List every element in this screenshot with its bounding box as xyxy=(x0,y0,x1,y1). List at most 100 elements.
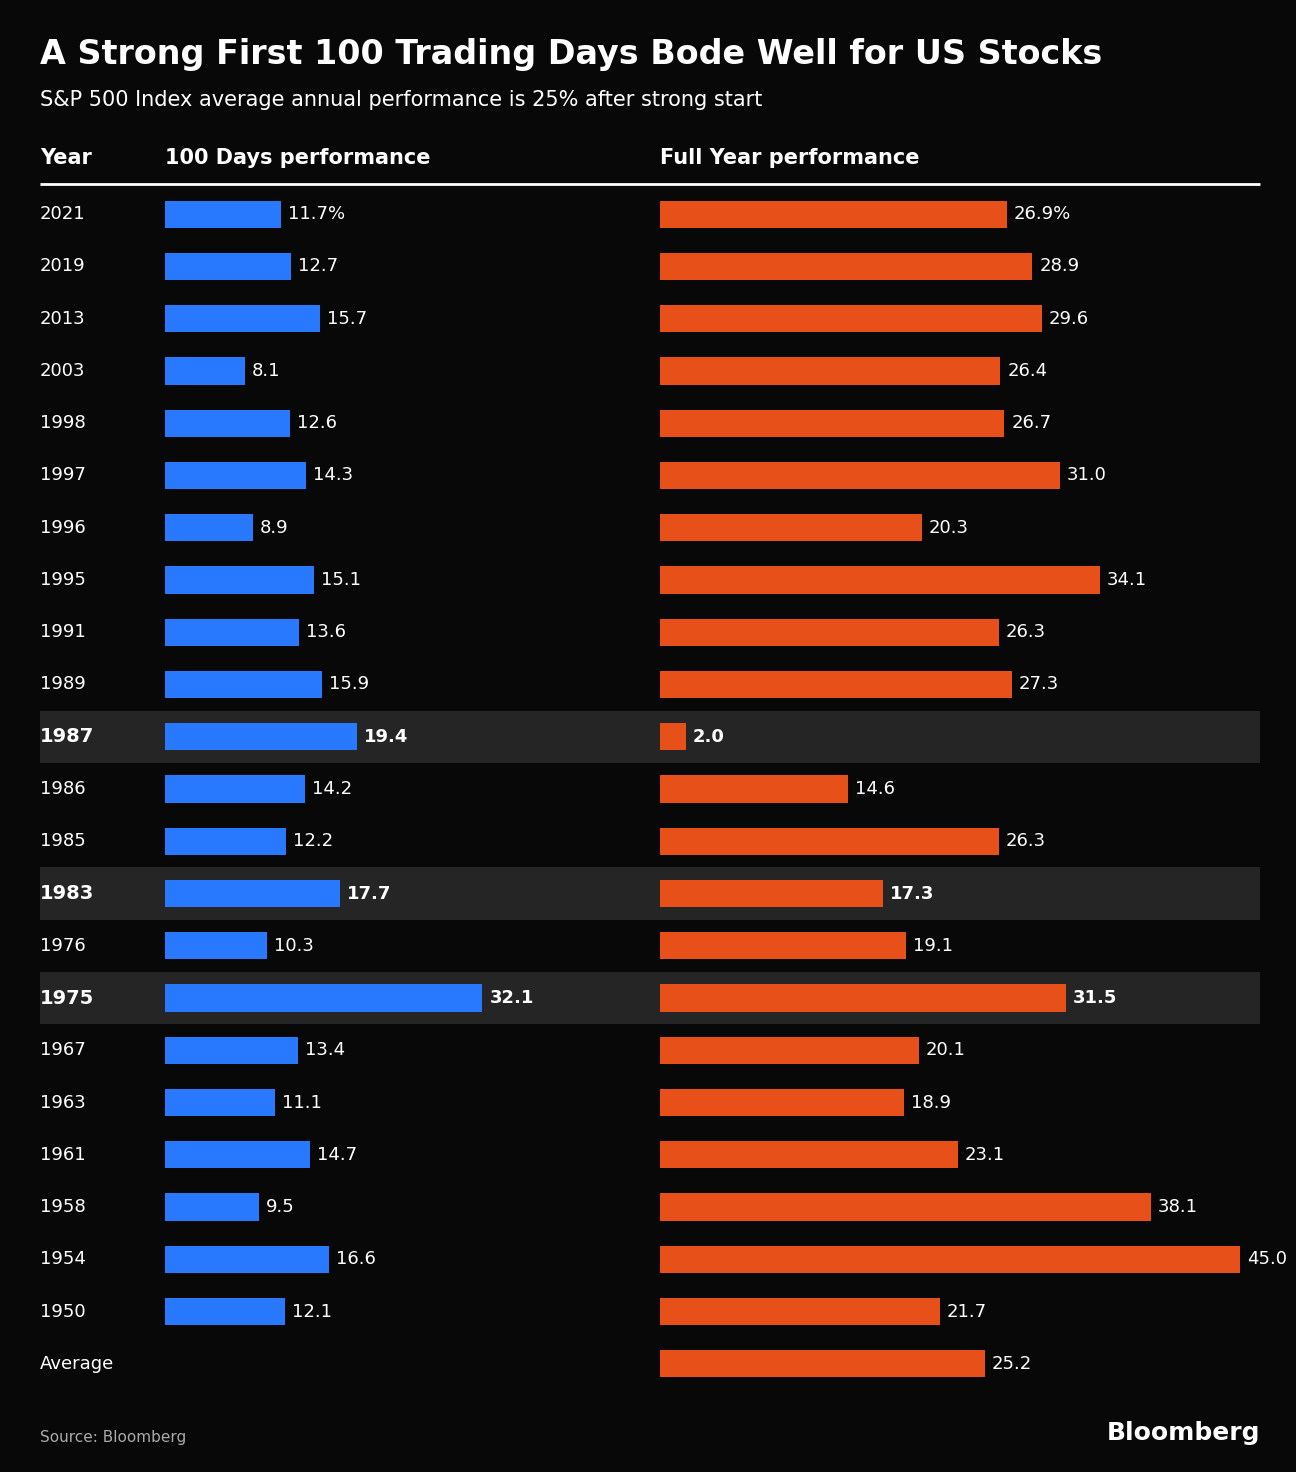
Bar xyxy=(660,880,883,907)
Text: Average: Average xyxy=(40,1354,114,1373)
Bar xyxy=(165,932,267,960)
Text: A Strong First 100 Trading Days Bode Well for US Stocks: A Strong First 100 Trading Days Bode Wel… xyxy=(40,38,1103,71)
Text: 14.6: 14.6 xyxy=(855,780,896,798)
Bar xyxy=(660,985,1067,1011)
Bar xyxy=(660,1089,903,1116)
Bar xyxy=(660,514,921,542)
Bar xyxy=(165,462,306,489)
Bar xyxy=(165,776,306,802)
Text: 1963: 1963 xyxy=(40,1094,86,1111)
Bar xyxy=(660,253,1033,280)
Text: 23.1: 23.1 xyxy=(964,1145,1004,1164)
Bar xyxy=(165,1245,329,1273)
Text: 1967: 1967 xyxy=(40,1041,86,1060)
Text: 17.3: 17.3 xyxy=(890,885,934,902)
Text: 26.3: 26.3 xyxy=(1006,623,1046,642)
Bar xyxy=(660,776,848,802)
Text: 15.9: 15.9 xyxy=(329,676,369,693)
Bar xyxy=(165,1194,259,1220)
Text: 27.3: 27.3 xyxy=(1019,676,1059,693)
Bar xyxy=(660,827,999,855)
Text: 1995: 1995 xyxy=(40,571,86,589)
Bar xyxy=(165,1089,275,1116)
Bar xyxy=(165,723,356,751)
Text: 26.4: 26.4 xyxy=(1007,362,1047,380)
Text: 1986: 1986 xyxy=(40,780,86,798)
Text: Year: Year xyxy=(40,149,92,168)
Text: 1998: 1998 xyxy=(40,414,86,433)
Bar xyxy=(165,514,253,542)
Text: 2003: 2003 xyxy=(40,362,86,380)
Bar xyxy=(660,567,1099,593)
Text: 100 Days performance: 100 Days performance xyxy=(165,149,430,168)
Text: 16.6: 16.6 xyxy=(336,1250,376,1269)
Bar xyxy=(165,409,289,437)
Text: 1997: 1997 xyxy=(40,467,86,484)
Text: 26.3: 26.3 xyxy=(1006,832,1046,851)
Text: 28.9: 28.9 xyxy=(1039,258,1080,275)
Text: 45.0: 45.0 xyxy=(1247,1250,1287,1269)
Text: 31.0: 31.0 xyxy=(1067,467,1107,484)
Bar xyxy=(165,253,290,280)
Text: 1987: 1987 xyxy=(40,727,95,746)
Text: 19.4: 19.4 xyxy=(364,727,408,746)
Bar xyxy=(165,567,315,593)
Bar xyxy=(660,1245,1240,1273)
Text: 10.3: 10.3 xyxy=(273,936,314,955)
Text: 2.0: 2.0 xyxy=(693,727,724,746)
Text: 1989: 1989 xyxy=(40,676,86,693)
Bar xyxy=(165,305,320,333)
Text: 31.5: 31.5 xyxy=(1073,989,1117,1007)
Bar xyxy=(660,618,999,646)
Bar xyxy=(165,1036,298,1064)
Bar xyxy=(165,827,285,855)
Bar xyxy=(40,711,1260,762)
Bar xyxy=(660,1194,1151,1220)
Text: 15.7: 15.7 xyxy=(328,309,367,328)
Text: 13.4: 13.4 xyxy=(305,1041,345,1060)
Bar xyxy=(165,880,340,907)
Text: Bloomberg: Bloomberg xyxy=(1107,1420,1260,1446)
Text: 1961: 1961 xyxy=(40,1145,86,1164)
Text: 17.7: 17.7 xyxy=(347,885,391,902)
Bar xyxy=(40,867,1260,920)
Bar xyxy=(660,1036,919,1064)
Text: 1958: 1958 xyxy=(40,1198,86,1216)
Text: 25.2: 25.2 xyxy=(991,1354,1032,1373)
Text: 14.7: 14.7 xyxy=(318,1145,358,1164)
Text: 20.1: 20.1 xyxy=(927,1041,966,1060)
Bar xyxy=(660,671,1012,698)
Bar xyxy=(660,305,1042,333)
Text: 8.9: 8.9 xyxy=(260,518,289,537)
Text: Source: Bloomberg: Source: Bloomberg xyxy=(40,1429,187,1446)
Text: 2013: 2013 xyxy=(40,309,86,328)
Text: 1996: 1996 xyxy=(40,518,86,537)
Text: 14.2: 14.2 xyxy=(312,780,353,798)
Bar xyxy=(660,462,1060,489)
Text: 1976: 1976 xyxy=(40,936,86,955)
Text: 11.7%: 11.7% xyxy=(288,205,345,224)
Text: 26.9%: 26.9% xyxy=(1013,205,1070,224)
Bar xyxy=(165,671,323,698)
Text: 18.9: 18.9 xyxy=(911,1094,950,1111)
Text: 11.1: 11.1 xyxy=(281,1094,321,1111)
Text: 2021: 2021 xyxy=(40,205,86,224)
Text: 1985: 1985 xyxy=(40,832,86,851)
Text: 12.7: 12.7 xyxy=(298,258,338,275)
Bar xyxy=(660,200,1007,228)
Text: 1975: 1975 xyxy=(40,989,95,1007)
Text: 1950: 1950 xyxy=(40,1303,86,1320)
Bar xyxy=(165,1298,285,1325)
Text: 34.1: 34.1 xyxy=(1107,571,1147,589)
Text: 19.1: 19.1 xyxy=(914,936,953,955)
Text: 38.1: 38.1 xyxy=(1159,1198,1198,1216)
Bar xyxy=(660,723,686,751)
Text: 14.3: 14.3 xyxy=(314,467,354,484)
Text: 29.6: 29.6 xyxy=(1048,309,1089,328)
Bar xyxy=(660,1298,940,1325)
Bar xyxy=(660,1350,985,1378)
Text: 15.1: 15.1 xyxy=(321,571,362,589)
Bar xyxy=(660,358,1001,384)
Text: 26.7: 26.7 xyxy=(1011,414,1051,433)
Bar xyxy=(165,985,482,1011)
